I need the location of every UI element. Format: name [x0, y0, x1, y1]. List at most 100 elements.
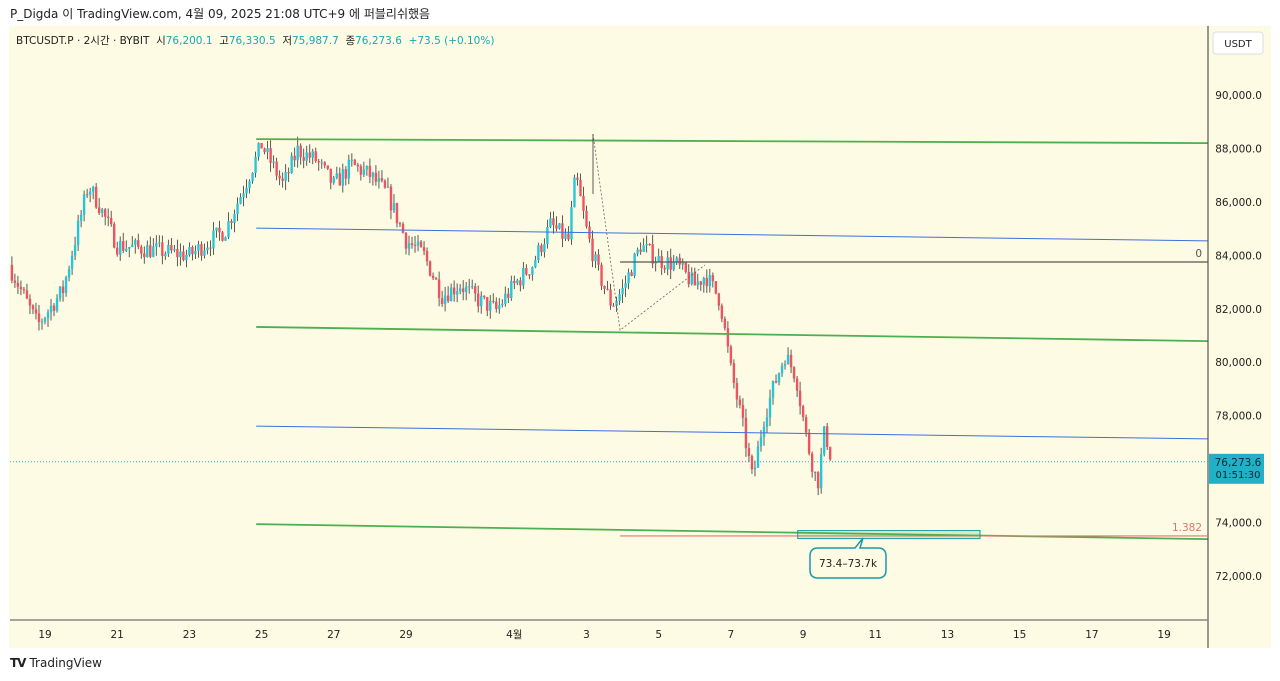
- candle-body: [726, 328, 730, 347]
- candle-body: [813, 471, 817, 473]
- zone-label: 73.4–73.7k: [819, 558, 878, 570]
- price-tick-label: 90,000.0: [1215, 90, 1262, 102]
- time-tick-label: 23: [183, 629, 196, 641]
- candle-body: [470, 286, 474, 288]
- candle-body: [61, 286, 65, 293]
- candle-body: [624, 283, 627, 288]
- candle-body: [242, 193, 245, 198]
- candle-body: [480, 295, 483, 307]
- candle-body: [155, 243, 158, 247]
- candle-body: [657, 255, 660, 262]
- candle-body: [422, 247, 426, 252]
- time-tick-label: 17: [1085, 629, 1098, 641]
- candle-body: [410, 243, 414, 245]
- candle-body: [52, 305, 56, 311]
- candle-body: [540, 245, 543, 253]
- candle-body: [281, 178, 284, 181]
- tradingview-brand[interactable]: TV TradingView: [10, 656, 102, 670]
- candle-body: [374, 172, 378, 182]
- candle-body: [383, 180, 387, 188]
- candle-body: [152, 246, 155, 257]
- channel-line[interactable]: [256, 326, 1208, 343]
- candle-body: [161, 242, 164, 257]
- candle-body: [398, 223, 402, 225]
- high-label: 고: [219, 35, 229, 47]
- candle-body: [630, 272, 633, 276]
- callout-box[interactable]: [809, 537, 887, 579]
- candle-body: [194, 250, 197, 255]
- published-by: P_Digda 이 TradingView.com, 4월 09, 2025 2…: [10, 7, 431, 21]
- candle-body: [209, 247, 212, 249]
- candle-body: [305, 152, 308, 161]
- candle-body: [416, 241, 420, 246]
- candle-body: [182, 251, 185, 261]
- candle-body: [687, 271, 690, 285]
- channel-line[interactable]: [256, 138, 1208, 144]
- candle-body: [492, 300, 495, 302]
- candle-body: [449, 287, 453, 302]
- candle-body: [828, 446, 832, 460]
- last-price-badge: [1209, 453, 1264, 484]
- candle-body: [576, 177, 579, 180]
- time-tick-label: 5: [655, 629, 662, 641]
- candle-body: [251, 173, 254, 182]
- candle-body: [431, 275, 435, 279]
- midline[interactable]: [256, 425, 1208, 440]
- candle-body: [73, 245, 77, 256]
- channel-line[interactable]: [256, 523, 1208, 541]
- candle-body: [498, 305, 501, 309]
- candle-body: [651, 244, 654, 264]
- change-value: +73.5 (+0.10%): [408, 35, 495, 47]
- candle-body: [777, 373, 781, 383]
- candle-body: [260, 143, 263, 149]
- candle-body: [248, 181, 251, 188]
- candle-body: [684, 262, 687, 272]
- currency-button[interactable]: [1212, 31, 1264, 55]
- candle-body: [672, 261, 675, 270]
- candle-body: [43, 318, 47, 322]
- midline[interactable]: [256, 227, 1208, 242]
- candle-body: [134, 240, 137, 245]
- high-value: 76,330.5: [228, 35, 276, 47]
- fib-level-label: 0: [1195, 248, 1202, 260]
- candle-body: [564, 233, 567, 239]
- open-label: 시: [156, 35, 166, 47]
- candle-body: [759, 437, 763, 447]
- candle-body: [648, 243, 651, 245]
- candle-body: [699, 281, 703, 285]
- candle-body: [46, 312, 50, 319]
- fib-swing-line[interactable]: [592, 133, 706, 331]
- candle-body: [16, 282, 20, 287]
- candle-body: [224, 237, 227, 241]
- candle-body: [140, 246, 143, 254]
- target-zone[interactable]: [797, 530, 981, 540]
- candle-body: [64, 277, 68, 293]
- candle-body: [269, 148, 272, 163]
- time-tick-label: 29: [399, 629, 412, 641]
- symbol-label[interactable]: BTCUSDT.P · 2시간 · BYBIT: [16, 35, 150, 47]
- candle-body: [272, 161, 275, 163]
- candle-body: [639, 249, 642, 252]
- candle-body: [34, 309, 38, 314]
- time-tick-label: 21: [111, 629, 124, 641]
- time-tick-label: 19: [1157, 629, 1170, 641]
- ohlc-legend: BTCUSDT.P · 2시간 · BYBIT 시76,200.1 고76,33…: [16, 33, 494, 48]
- candle-body: [440, 298, 444, 304]
- candle-body: [723, 318, 727, 329]
- candle-body: [633, 253, 636, 276]
- candle-body: [368, 165, 372, 177]
- candle-body: [678, 257, 681, 265]
- price-tick-label: 74,000.0: [1215, 518, 1262, 530]
- candle-body: [116, 247, 119, 255]
- chart-frame[interactable]: [9, 26, 1271, 648]
- candle-body: [675, 257, 678, 262]
- candle-body: [19, 286, 23, 290]
- time-tick-label: 15: [1013, 629, 1026, 641]
- time-tick-label: 7: [728, 629, 735, 641]
- candle-body: [266, 148, 269, 153]
- candle-body: [561, 223, 564, 239]
- candle-body: [49, 305, 53, 313]
- candle-body: [717, 293, 721, 306]
- candle-body: [693, 272, 696, 286]
